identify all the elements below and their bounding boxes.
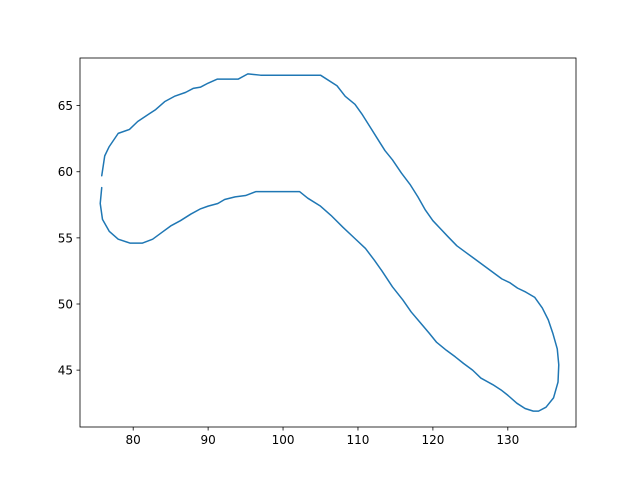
x-tick-label: 110 [347,433,370,447]
y-axis: 45 50 55 60 65 [58,99,80,378]
y-tick-label: 60 [58,165,73,179]
y-tick-label: 50 [58,298,73,312]
x-tick-label: 90 [200,433,215,447]
y-tick-label: 55 [58,231,73,245]
x-tick-label: 130 [496,433,519,447]
y-tick-label: 45 [58,364,73,378]
axes-frame [79,57,577,428]
series-line [99,73,560,412]
x-tick-label: 100 [272,433,295,447]
y-tick-label: 65 [58,99,73,113]
x-tick-label: 80 [126,433,141,447]
plot-area [99,73,560,412]
x-tick-label: 120 [421,433,444,447]
x-axis: 80 90 100 110 120 130 [126,427,519,447]
